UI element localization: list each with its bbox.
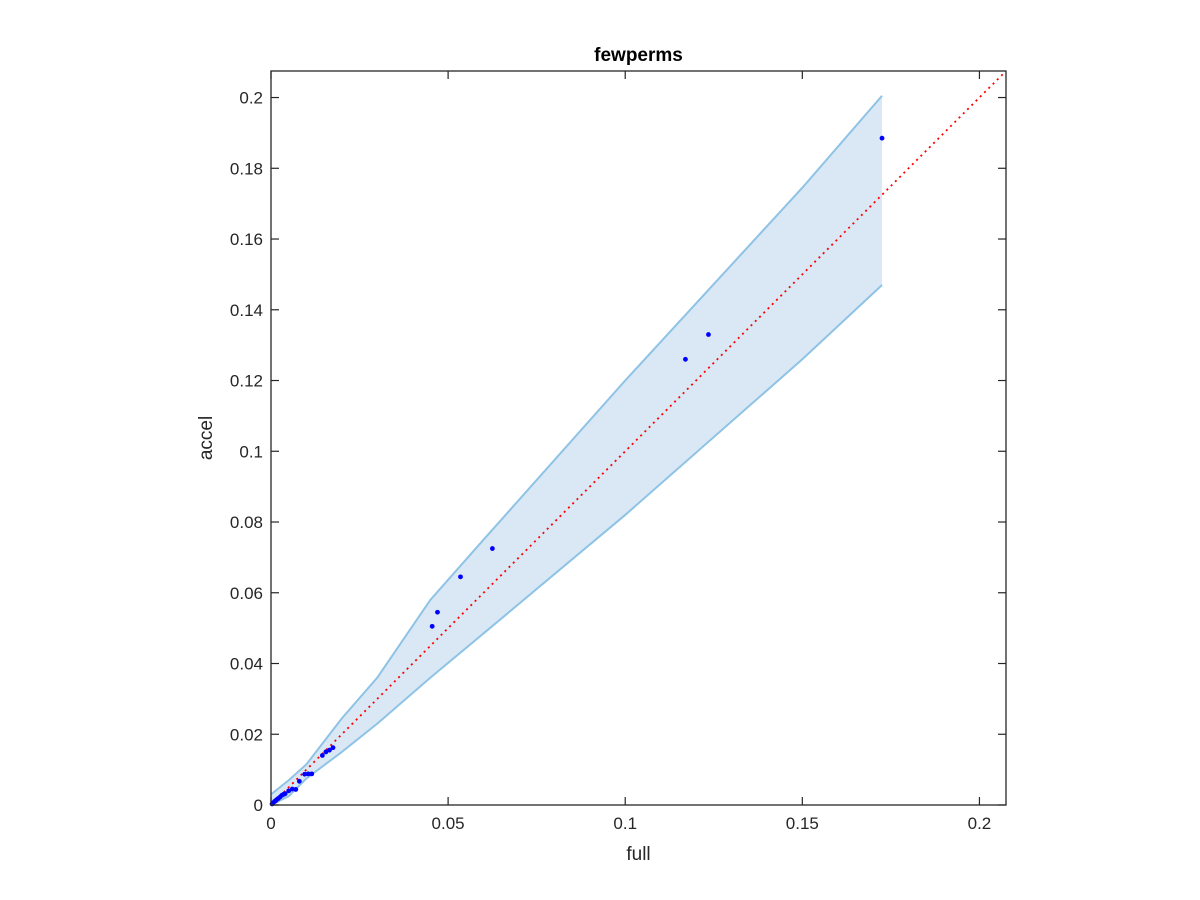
- y-axis-label: accel: [196, 416, 217, 460]
- data-point: [323, 749, 329, 755]
- x-tick-label: 0.15: [786, 814, 819, 833]
- plot-frame: [270, 70, 1007, 806]
- data-point: [435, 609, 440, 615]
- identity-reference-line: [270, 70, 1007, 806]
- y-tick-label: 0.04: [230, 655, 263, 674]
- x-axis-ticks: 0 0.05 0.1 0.15 0.2: [266, 71, 991, 833]
- data-point: [302, 771, 308, 777]
- x-tick-label: 0.1: [613, 814, 637, 833]
- reference-line-group: [270, 70, 1007, 806]
- y-tick-label: 0.02: [230, 725, 263, 744]
- chart-title: fewperms: [594, 45, 683, 66]
- y-tick-label: 0.08: [230, 513, 263, 532]
- y-tick-label: 0.1: [239, 442, 263, 461]
- data-point: [319, 753, 325, 758]
- data-point: [429, 623, 435, 629]
- band-upper-edge: [270, 95, 883, 796]
- y-tick-label: 0.12: [230, 372, 263, 391]
- data-point: [327, 747, 332, 753]
- x-tick-label: 0.05: [432, 814, 465, 833]
- data-point: [296, 778, 302, 784]
- data-point: [286, 788, 292, 794]
- data-point: [309, 771, 315, 777]
- data-point: [282, 791, 288, 797]
- data-point: [305, 771, 311, 777]
- y-axis-ticks: 0 0.02 0.04 0.06 0.08 0.1 0.12 0.14 0.16 0.18 0.2: [230, 89, 1006, 815]
- data-point: [330, 745, 336, 751]
- data-point: [683, 356, 688, 362]
- x-tick-label: 0.2: [968, 814, 992, 833]
- data-point: [879, 135, 885, 141]
- y-tick-label: 0.16: [230, 230, 263, 249]
- band-lower-edge: [270, 284, 883, 806]
- y-tick-label: 0.14: [230, 301, 263, 320]
- confidence-band: [270, 95, 883, 806]
- x-axis-label: full: [626, 844, 650, 865]
- data-point: [458, 574, 463, 580]
- data-points: [269, 135, 885, 807]
- data-point: [706, 332, 711, 337]
- data-point: [489, 546, 495, 551]
- band-fill: [271, 95, 883, 805]
- y-tick-label: 0.18: [230, 159, 263, 178]
- y-tick-label: 0.06: [230, 584, 263, 603]
- y-tick-label: 0.2: [239, 89, 263, 108]
- x-tick-label: 0: [266, 814, 275, 833]
- data-point: [289, 786, 295, 792]
- data-point: [293, 787, 299, 792]
- y-tick-label: 0: [254, 796, 263, 815]
